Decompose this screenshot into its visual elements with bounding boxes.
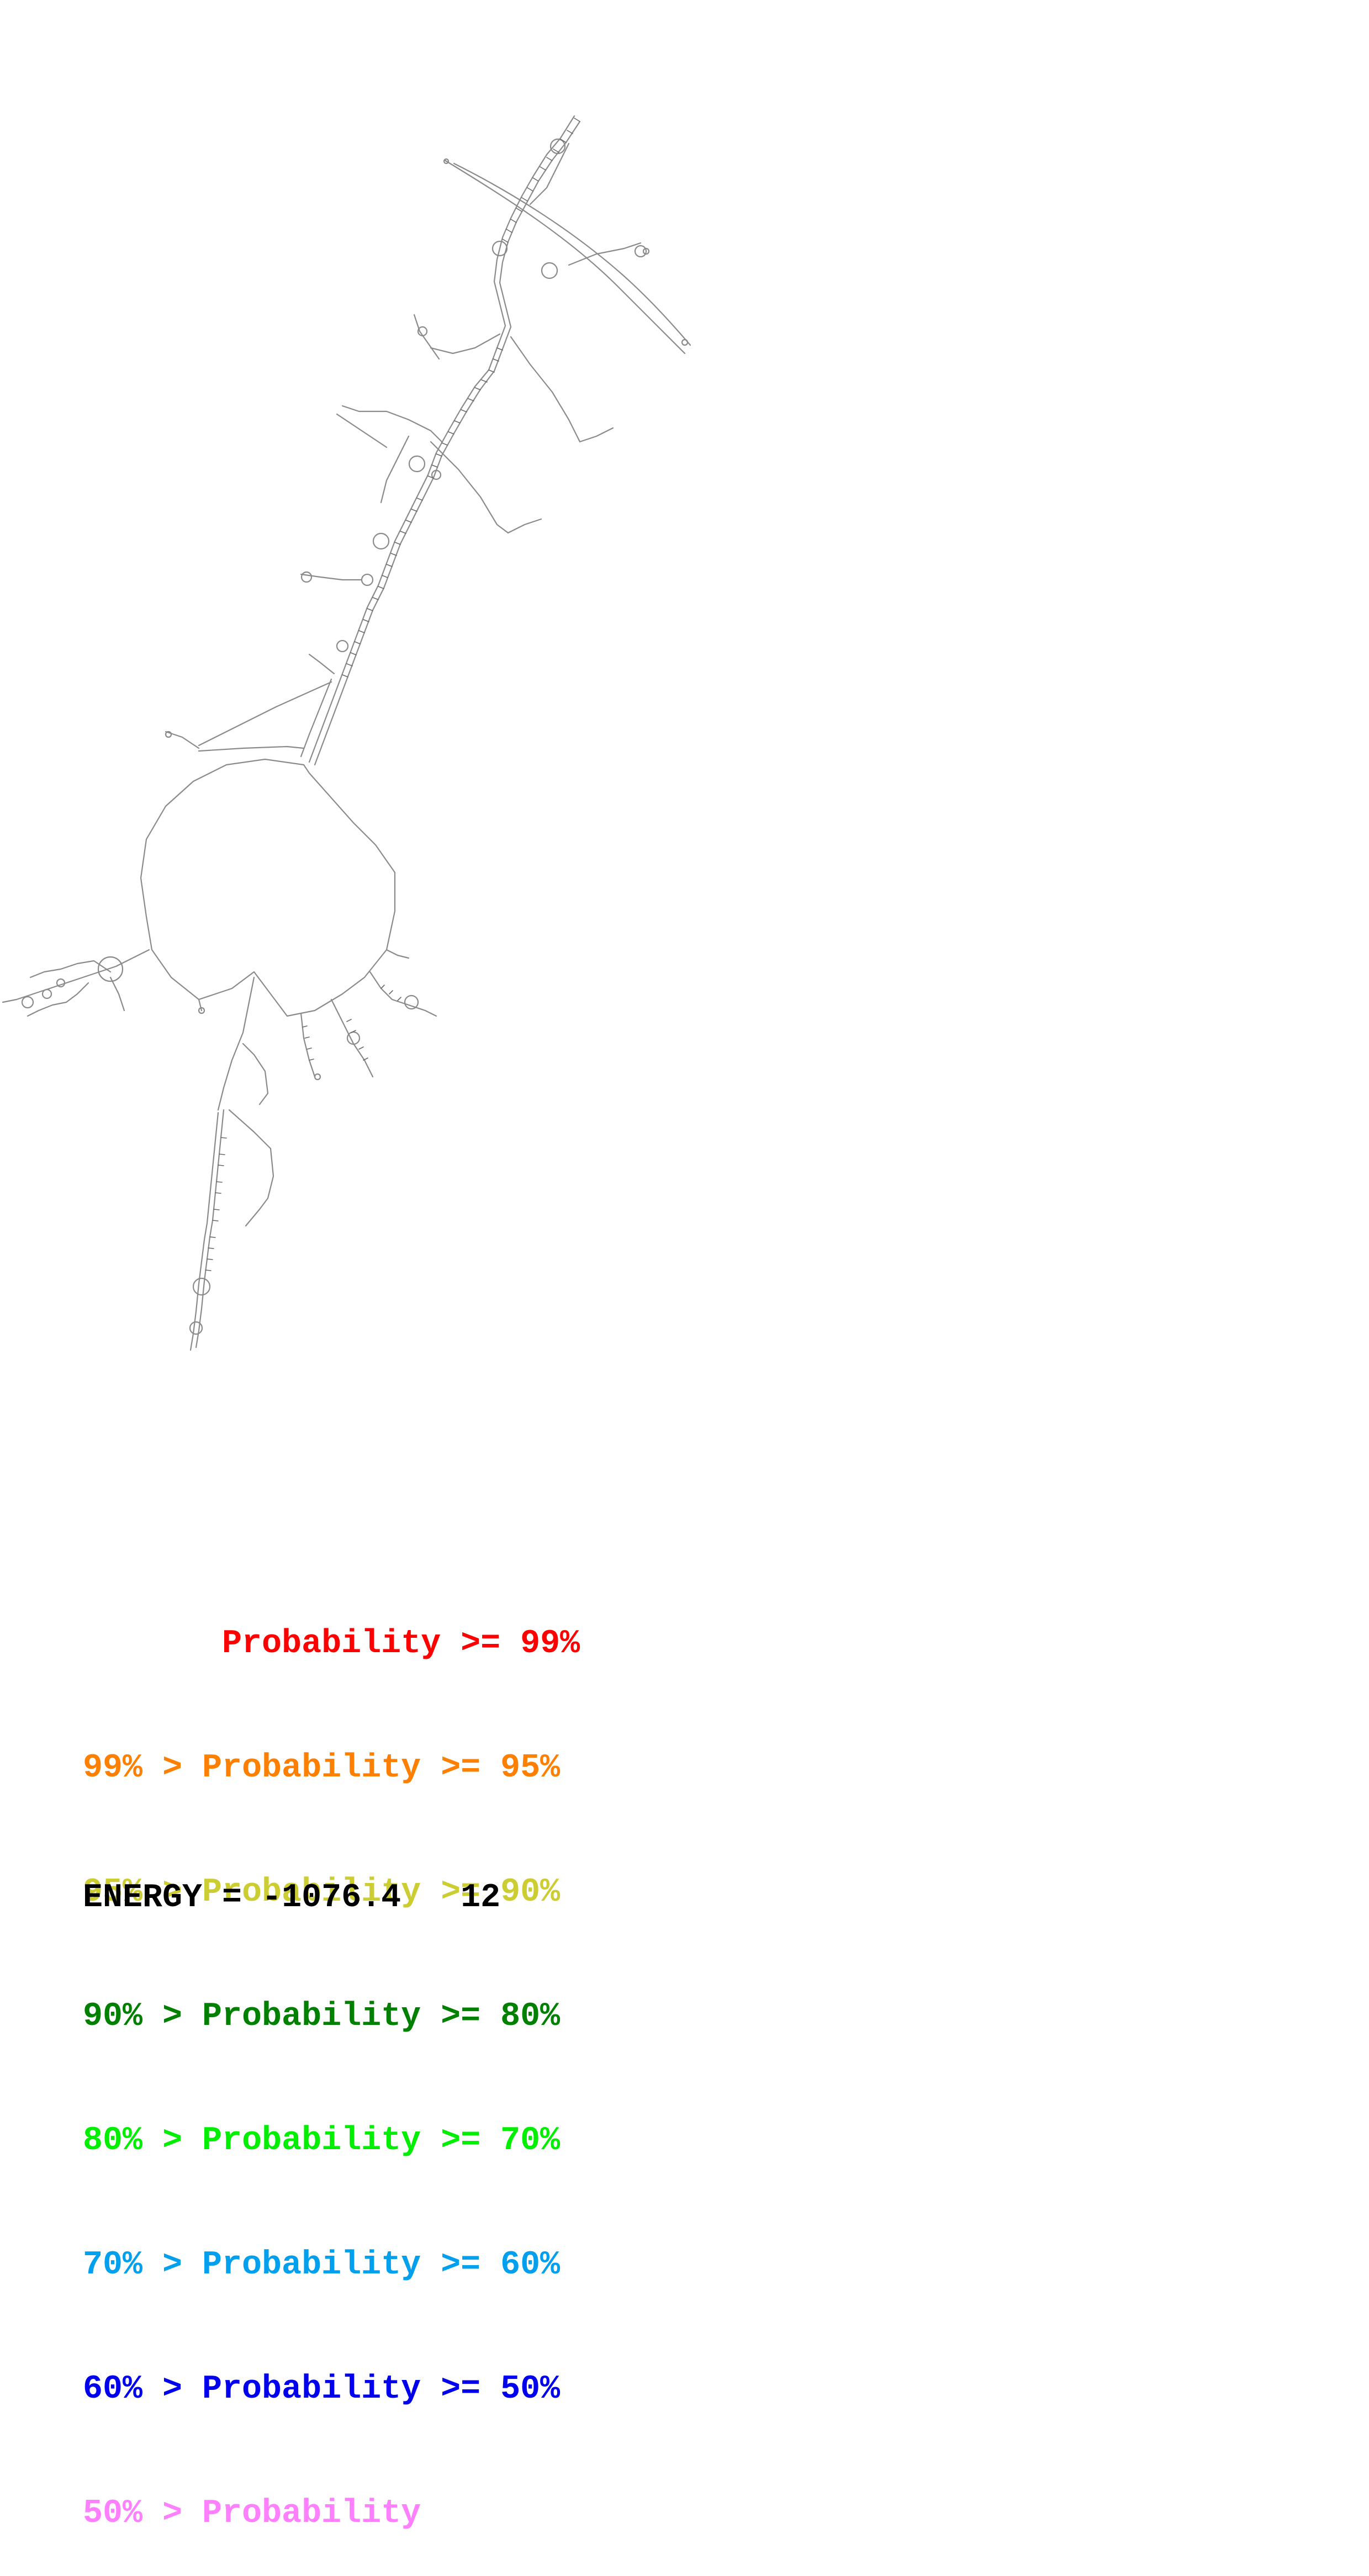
legend-line-70: 80% > Probability >= 70% bbox=[83, 2122, 561, 2160]
legend-line-90: 95% > Probability >= 90% bbox=[83, 1874, 561, 1911]
backbone-bottom-branch-2 bbox=[300, 1012, 316, 1078]
backbone-bottom-branch-1b bbox=[242, 1043, 269, 1105]
loop-branch-7 bbox=[372, 532, 390, 550]
backbone-branch-5 bbox=[413, 314, 440, 360]
backbone-branch-7b bbox=[507, 518, 542, 534]
loop-branch-2 bbox=[634, 245, 647, 258]
loop-cluster-big bbox=[97, 956, 124, 982]
loop-small-5 bbox=[443, 158, 450, 165]
backbone-top-helix bbox=[308, 115, 575, 763]
loop-small-1 bbox=[198, 1007, 205, 1014]
backbone-link-to-loop bbox=[300, 678, 332, 758]
backbone-branch-6 bbox=[341, 405, 443, 443]
loop-branch-9 bbox=[300, 571, 313, 583]
backbone-cluster-left-c bbox=[27, 982, 89, 1017]
backbone-branch-4 bbox=[430, 333, 501, 355]
loop-small-2 bbox=[314, 1073, 321, 1081]
loop-top bbox=[549, 138, 566, 155]
loop-cluster-1 bbox=[21, 996, 34, 1009]
backbone-bottom-branch-1 bbox=[217, 976, 255, 1111]
legend-line-95: 99% > Probability >= 95% bbox=[83, 1749, 561, 1787]
backbone-link-left bbox=[198, 681, 332, 747]
loop-branch-8 bbox=[361, 573, 374, 586]
loop-cluster-3 bbox=[56, 978, 66, 988]
loop-right-bottom-2 bbox=[346, 1031, 361, 1045]
loop-branch-5 bbox=[408, 455, 426, 473]
backbone-branch-1 bbox=[529, 142, 570, 205]
backbone-bottom-branch-4 bbox=[369, 971, 437, 1017]
backbone-bottom-branch-3 bbox=[330, 998, 374, 1078]
backbone-branch-3b bbox=[579, 427, 614, 443]
energy-suffix: 12 bbox=[461, 1879, 501, 1917]
backbone-cluster-left bbox=[2, 949, 150, 1003]
base-pair-ticks-lower bbox=[342, 498, 423, 678]
legend-line-60: 70% > Probability >= 60% bbox=[83, 2246, 561, 2284]
backbone-long-arm bbox=[443, 159, 686, 355]
backbone-branch-10 bbox=[308, 653, 335, 675]
backbone-bottom-branch-5 bbox=[385, 949, 410, 959]
backbone-cluster-left-d bbox=[109, 976, 125, 1012]
loop-branch-1 bbox=[491, 240, 508, 257]
base-pair-ticks-top bbox=[502, 118, 580, 243]
loop-branch-10 bbox=[336, 639, 349, 653]
loop-tail-2 bbox=[189, 1321, 203, 1335]
backbone-cluster-left-b bbox=[29, 960, 112, 978]
legend-line-below-50: 50% > Probability bbox=[83, 2495, 421, 2532]
legend-line-50: 60% > Probability >= 50% bbox=[83, 2371, 561, 2408]
base-pair-ticks-tail bbox=[205, 1137, 227, 1271]
legend-line-80: 90% > Probability >= 80% bbox=[83, 1998, 561, 2035]
loop-branch-3 bbox=[541, 262, 558, 279]
backbone-central-multiloop bbox=[140, 758, 396, 1017]
loop-branch-4 bbox=[417, 326, 428, 337]
rna-secondary-structure bbox=[2, 115, 691, 1351]
backbone-branch-6b bbox=[336, 413, 388, 448]
energy-label: ENERGY = bbox=[83, 1879, 262, 1917]
loop-small-3 bbox=[642, 247, 650, 255]
probability-legend: Probability >= 99% 99% > Probability >= … bbox=[83, 1541, 580, 2576]
backbone-branch-2 bbox=[568, 242, 642, 266]
loop-cluster-2 bbox=[41, 988, 52, 999]
backbone-link-left-b bbox=[198, 745, 305, 752]
loop-branch-6 bbox=[431, 469, 442, 480]
loop-small-4 bbox=[681, 338, 689, 346]
backbone-branch-9 bbox=[300, 573, 363, 581]
backbone-branch-8 bbox=[380, 435, 410, 504]
backbone-branch-3 bbox=[510, 336, 581, 443]
energy-value: -1076.4 bbox=[262, 1879, 401, 1917]
backbone-tail-stem-b bbox=[189, 1112, 219, 1351]
backbone-tail-stem bbox=[195, 1109, 225, 1348]
loop-right-bottom-1 bbox=[404, 995, 419, 1010]
loop-small-6 bbox=[165, 731, 172, 738]
base-pair-ticks-mid bbox=[427, 347, 503, 479]
backbone-long-arm-return bbox=[453, 162, 691, 346]
energy-readout: ENERGY = -1076.4 12 bbox=[83, 1877, 500, 1919]
legend-line-99: Probability >= 99% bbox=[83, 1625, 580, 1663]
base-pair-ticks-bottom-branches bbox=[302, 985, 401, 1061]
loop-tail-1 bbox=[192, 1277, 211, 1296]
backbone-bottom-branch-6 bbox=[198, 998, 203, 1012]
backbone-top-helix-pair bbox=[314, 120, 581, 766]
backbone-branch-7 bbox=[430, 441, 509, 534]
backbone-tail bbox=[228, 1109, 274, 1227]
